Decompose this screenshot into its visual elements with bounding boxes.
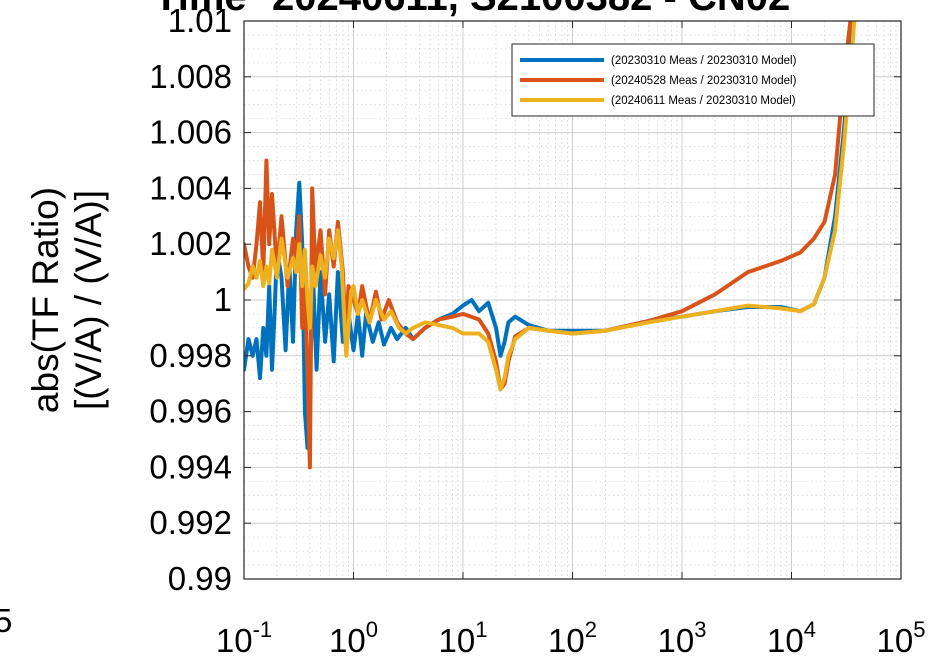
chart-title-left: Time: [154, 0, 247, 19]
stray-tick-label: 5: [0, 602, 12, 639]
x-tick-label: 10-1: [216, 617, 272, 657]
y-tick-label: 1.004: [149, 169, 232, 206]
legend-label-3: (20240611 Meas / 20230310 Model): [611, 95, 796, 107]
legend: (20230310 Meas / 20230310 Model) (202405…: [511, 43, 875, 117]
y-tick-label: 0.998: [149, 337, 232, 374]
y-tick-label: 1.006: [149, 114, 232, 151]
chart-title-right: 20240611, S2100382 - CN02: [272, 0, 790, 19]
x-tick-label: 102: [548, 617, 597, 657]
x-tick-label: 103: [658, 617, 707, 657]
x-tick-label: 104: [767, 617, 816, 657]
x-tick-label: 101: [439, 617, 488, 657]
y-tick-label: 0.992: [149, 504, 232, 541]
x-tick-label: 100: [329, 617, 378, 657]
y-tick-label: 1.002: [149, 225, 232, 262]
y-tick-label: 1.01: [168, 2, 232, 39]
series-layer: [244, 21, 857, 470]
y-tick-label: 1: [214, 281, 232, 318]
y-tick-label: 1.008: [149, 58, 232, 95]
legend-label-2: (20240528 Meas / 20230310 Model): [611, 75, 797, 87]
y-axis-label: abs(TF Ratio): [25, 187, 66, 413]
y-tick-label: 0.996: [149, 393, 232, 430]
y-tick-label: 0.994: [149, 448, 232, 485]
x-tick-label: 105: [877, 617, 926, 657]
y-tick-label: 0.99: [168, 560, 232, 597]
y-axis-label-units: [(V/A) / (V/A)]: [68, 190, 109, 410]
legend-label-1: (20230310 Meas / 20230310 Model): [611, 55, 797, 67]
y-axis: 0.99 0.992 0.994 0.996 0.998 1 1.002 1.004 1.006…: [149, 2, 901, 597]
x-axis: 10-1 100 101 102 103 104 105: [216, 21, 926, 657]
series-line-3: [244, 21, 857, 392]
